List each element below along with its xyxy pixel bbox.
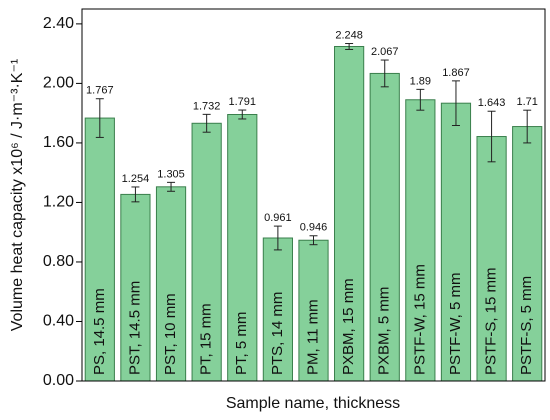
x-tick-label: PST, 10 mm bbox=[162, 293, 179, 375]
y-tick-label: 1.20 bbox=[43, 194, 74, 211]
value-label: 0.946 bbox=[300, 222, 328, 234]
x-tick-label: PSTF-W, 15 mm bbox=[411, 264, 428, 375]
y-axis-label: Volume heat capacity x10⁶ / J·m⁻³·K⁻¹ bbox=[9, 59, 26, 331]
error-bar bbox=[95, 98, 104, 138]
value-label: 1.867 bbox=[442, 67, 470, 79]
value-label: 0.961 bbox=[264, 212, 292, 224]
error-bar bbox=[345, 43, 354, 50]
error-bar bbox=[416, 88, 425, 111]
bar bbox=[155, 186, 187, 382]
x-tick-label: PS, 14.5 mm bbox=[91, 288, 108, 375]
bar bbox=[334, 45, 365, 382]
value-label: 2.067 bbox=[371, 46, 399, 58]
bar bbox=[369, 72, 400, 382]
error-bar bbox=[273, 225, 282, 251]
bar bbox=[191, 122, 222, 382]
x-axis-label: Sample name, thickness bbox=[226, 395, 400, 412]
x-tick-label: PT, 15 mm bbox=[198, 303, 215, 375]
error-bar bbox=[309, 235, 318, 246]
error-bar bbox=[523, 109, 532, 144]
y-tick-label: 0.00 bbox=[43, 372, 74, 389]
x-tick-label: PM, 11 mm bbox=[304, 299, 321, 375]
error-bar bbox=[451, 80, 460, 127]
y-tick-label: 2.00 bbox=[43, 75, 74, 92]
y-tick-label: 1.60 bbox=[43, 134, 74, 151]
error-bar bbox=[487, 110, 496, 163]
value-label: 1.71 bbox=[516, 96, 537, 108]
value-label: 1.767 bbox=[86, 85, 114, 97]
value-label: 1.89 bbox=[410, 75, 431, 87]
plot-frame bbox=[81, 8, 546, 382]
value-label: 1.732 bbox=[193, 100, 221, 112]
x-tick-label: PXBM, 15 mm bbox=[340, 278, 357, 375]
bar bbox=[512, 126, 543, 382]
x-tick-label: PTS, 14 mm bbox=[269, 292, 286, 375]
x-tick-label: PSTF-S, 15 mm bbox=[483, 267, 500, 375]
y-tick-label: 0.40 bbox=[43, 313, 74, 330]
value-label: 1.254 bbox=[122, 173, 150, 185]
y-tick-label: 0.80 bbox=[43, 253, 74, 270]
error-bar bbox=[202, 113, 211, 133]
value-label: 2.248 bbox=[335, 29, 363, 41]
y-tick-label: 2.40 bbox=[43, 15, 74, 32]
value-label: 1.791 bbox=[229, 96, 257, 108]
value-label: 1.305 bbox=[157, 168, 185, 180]
value-label: 1.643 bbox=[478, 97, 506, 109]
x-tick-label: PSTF-W, 5 mm bbox=[447, 273, 464, 376]
x-tick-label: PT, 5 mm bbox=[233, 312, 250, 375]
bar bbox=[227, 113, 258, 382]
x-tick-label: PST, 14.5 mm bbox=[126, 281, 143, 375]
x-tick-label: PXBM, 5 mm bbox=[376, 287, 393, 375]
error-bar bbox=[167, 181, 176, 192]
error-bar bbox=[380, 59, 389, 88]
x-tick-label: PSTF-S, 5 mm bbox=[518, 276, 535, 375]
bar bbox=[298, 239, 329, 382]
bar bbox=[120, 193, 151, 382]
error-bar bbox=[131, 186, 140, 203]
bar bbox=[262, 237, 293, 382]
error-bar bbox=[238, 109, 247, 120]
